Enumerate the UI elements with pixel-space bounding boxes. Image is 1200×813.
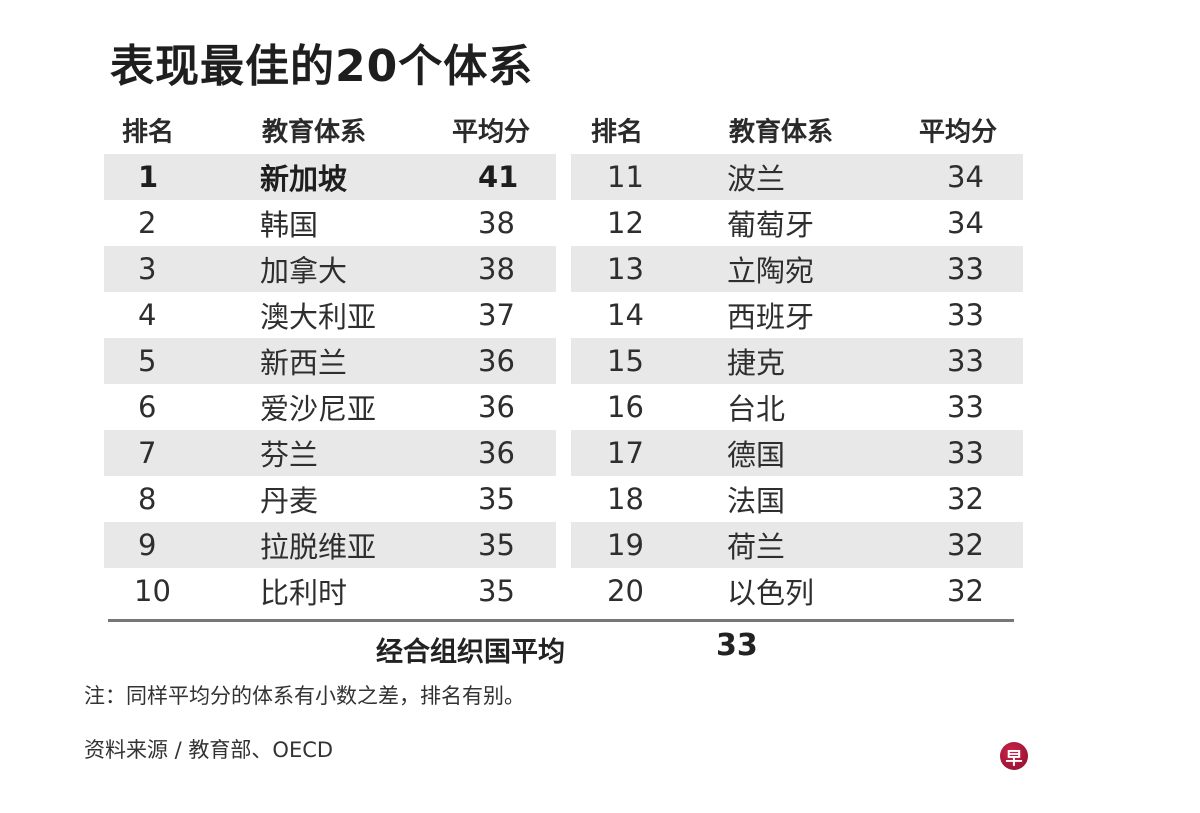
rank-cell: 4 xyxy=(138,298,157,332)
score-cell: 34 xyxy=(947,160,984,194)
score-cell: 38 xyxy=(478,206,515,240)
score-cell: 36 xyxy=(478,344,515,378)
oecd-average-label: 经合组织国平均 xyxy=(376,637,565,668)
system-cell: 法国 xyxy=(727,484,786,518)
system-cell: 西班牙 xyxy=(727,300,815,334)
rank-cell: 18 xyxy=(607,482,644,516)
header-rank: 排名 xyxy=(591,117,644,148)
rank-cell: 11 xyxy=(607,160,644,194)
system-cell: 爱沙尼亚 xyxy=(260,392,377,426)
rank-cell: 6 xyxy=(138,390,157,424)
system-cell: 韩国 xyxy=(260,208,319,242)
table-row: 15 捷克 33 xyxy=(571,338,1023,384)
system-cell: 新加坡 xyxy=(260,162,348,196)
system-cell: 荷兰 xyxy=(727,530,786,564)
table-row: 20 以色列 32 xyxy=(571,568,1023,614)
system-cell: 新西兰 xyxy=(260,346,348,380)
rank-cell: 2 xyxy=(138,206,157,240)
score-cell: 33 xyxy=(947,344,984,378)
system-cell: 比利时 xyxy=(260,576,348,610)
rank-cell: 19 xyxy=(607,528,644,562)
system-cell: 立陶宛 xyxy=(727,254,815,288)
rank-cell: 15 xyxy=(607,344,644,378)
score-cell: 36 xyxy=(478,390,515,424)
table-row: 8 丹麦 35 xyxy=(104,476,556,522)
rank-cell: 5 xyxy=(138,344,157,378)
rank-cell: 1 xyxy=(138,160,159,194)
system-cell: 芬兰 xyxy=(260,438,319,472)
score-cell: 32 xyxy=(947,482,984,516)
ranking-table-right: 排名 教育体系 平均分 11 波兰 34 12 葡萄牙 34 13 立陶宛 33… xyxy=(571,106,1023,614)
footnote: 注：同样平均分的体系有小数之差，排名有别。 xyxy=(84,684,525,708)
score-cell: 33 xyxy=(947,298,984,332)
table-row: 7 芬兰 36 xyxy=(104,430,556,476)
source-credit: 资料来源 / 教育部、OECD xyxy=(84,738,334,762)
score-cell: 36 xyxy=(478,436,515,470)
table-row: 14 西班牙 33 xyxy=(571,292,1023,338)
table-row: 2 韩国 38 xyxy=(104,200,556,246)
score-cell: 35 xyxy=(478,528,515,562)
table-row: 13 立陶宛 33 xyxy=(571,246,1023,292)
system-cell: 台北 xyxy=(727,392,786,426)
rank-cell: 7 xyxy=(138,436,157,470)
rank-cell: 12 xyxy=(607,206,644,240)
divider xyxy=(108,619,1014,622)
rank-cell: 14 xyxy=(607,298,644,332)
ranking-table-left: 排名 教育体系 平均分 1 新加坡 41 2 韩国 38 3 加拿大 38 4 … xyxy=(104,106,556,614)
score-cell: 33 xyxy=(947,252,984,286)
rank-cell: 16 xyxy=(607,390,644,424)
rank-cell: 10 xyxy=(134,574,171,608)
system-cell: 捷克 xyxy=(727,346,786,380)
table-row: 16 台北 33 xyxy=(571,384,1023,430)
rank-cell: 13 xyxy=(607,252,644,286)
rank-cell: 3 xyxy=(138,252,157,286)
score-cell: 33 xyxy=(947,390,984,424)
system-cell: 拉脱维亚 xyxy=(260,530,377,564)
zaobao-logo-icon: 早 xyxy=(1000,742,1028,770)
system-cell: 德国 xyxy=(727,438,786,472)
score-cell: 41 xyxy=(478,160,519,194)
score-cell: 34 xyxy=(947,206,984,240)
score-cell: 37 xyxy=(478,298,515,332)
system-cell: 葡萄牙 xyxy=(727,208,815,242)
table-row: 3 加拿大 38 xyxy=(104,246,556,292)
score-cell: 35 xyxy=(478,482,515,516)
system-cell: 加拿大 xyxy=(260,254,348,288)
table-row: 10 比利时 35 xyxy=(104,568,556,614)
header-system: 教育体系 xyxy=(729,117,834,148)
score-cell: 35 xyxy=(478,574,515,608)
table-header: 排名 教育体系 平均分 xyxy=(571,106,1023,154)
oecd-average-value: 33 xyxy=(716,628,758,663)
system-cell: 波兰 xyxy=(727,162,786,196)
score-cell: 38 xyxy=(478,252,515,286)
table-row: 12 葡萄牙 34 xyxy=(571,200,1023,246)
score-cell: 32 xyxy=(947,574,984,608)
header-rank: 排名 xyxy=(122,117,175,148)
header-score: 平均分 xyxy=(452,117,531,148)
system-cell: 以色列 xyxy=(727,576,815,610)
page-title: 表现最佳的20个体系 xyxy=(110,41,534,92)
table-row: 11 波兰 34 xyxy=(571,154,1023,200)
rank-cell: 20 xyxy=(607,574,644,608)
table-row: 4 澳大利亚 37 xyxy=(104,292,556,338)
score-cell: 33 xyxy=(947,436,984,470)
rank-cell: 17 xyxy=(607,436,644,470)
header-score: 平均分 xyxy=(919,117,998,148)
table-row: 1 新加坡 41 xyxy=(104,154,556,200)
score-cell: 32 xyxy=(947,528,984,562)
table-row: 6 爱沙尼亚 36 xyxy=(104,384,556,430)
table-row: 9 拉脱维亚 35 xyxy=(104,522,556,568)
rank-cell: 8 xyxy=(138,482,157,516)
table-row: 17 德国 33 xyxy=(571,430,1023,476)
table-header: 排名 教育体系 平均分 xyxy=(104,106,556,154)
table-row: 5 新西兰 36 xyxy=(104,338,556,384)
header-system: 教育体系 xyxy=(262,117,367,148)
system-cell: 澳大利亚 xyxy=(260,300,377,334)
table-row: 19 荷兰 32 xyxy=(571,522,1023,568)
system-cell: 丹麦 xyxy=(260,484,319,518)
table-row: 18 法国 32 xyxy=(571,476,1023,522)
rank-cell: 9 xyxy=(138,528,157,562)
